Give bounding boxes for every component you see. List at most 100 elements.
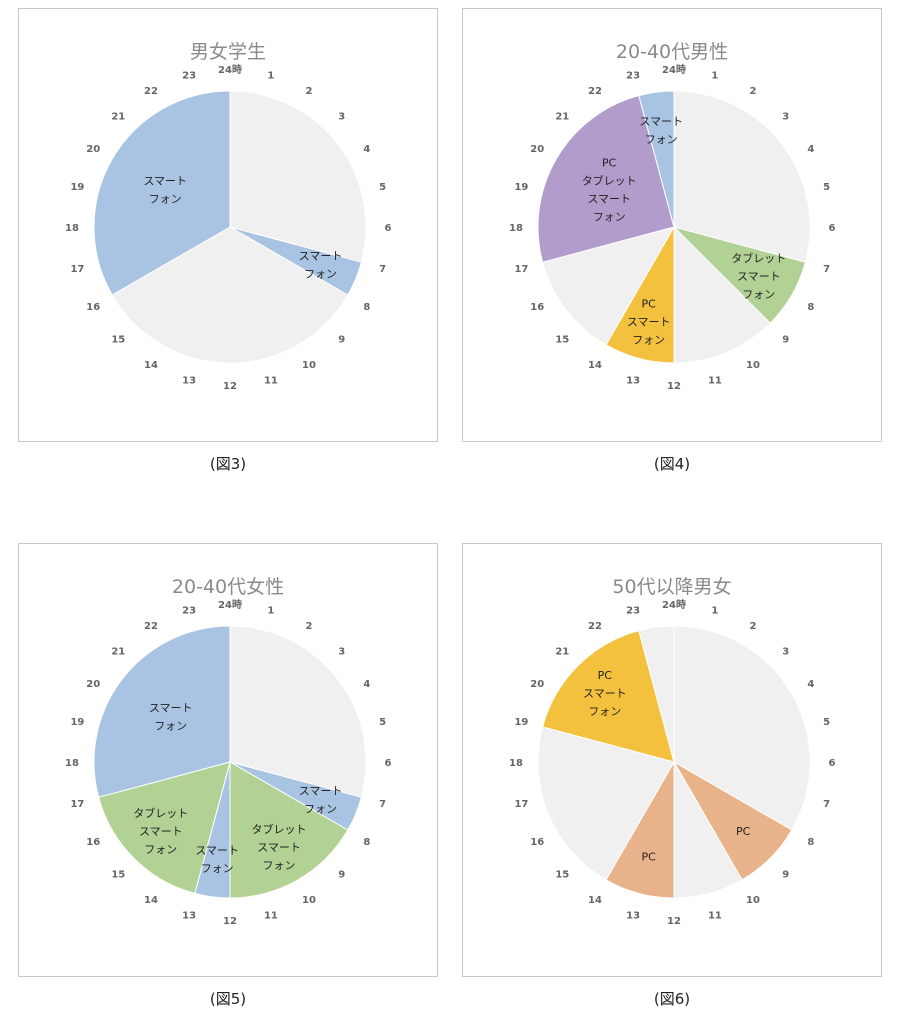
hour-tick-label: 21	[555, 646, 569, 657]
pie-slice	[638, 625, 675, 763]
pie-slice	[93, 625, 231, 798]
hour-tick-label: 19	[70, 717, 84, 728]
slice-label: スマートフォン	[299, 785, 343, 816]
hour-tick-label: 22	[144, 621, 158, 632]
pie-slice	[673, 625, 811, 831]
hour-tick-label: 2	[306, 621, 313, 632]
hour-tick-label: 15	[555, 335, 569, 346]
hour-tick-label: 18	[65, 223, 79, 234]
hour-tick-label: 14	[588, 895, 602, 906]
chart-panel-fig4: 20-40代男性 タブレットスマートフォン PC スマートフォン PC タブレットスマー…	[462, 8, 882, 442]
chart-panel-fig6: 50代以降男女 PC PC PC スマートフォン 24時 1 2 3 4 5 6 7 8 9 10 11 12 1…	[462, 543, 882, 977]
hour-tick-label: 17	[70, 799, 84, 810]
hour-tick-label: 17	[514, 264, 528, 275]
hour-tick-label: 24時	[662, 598, 686, 611]
pie-slice	[537, 95, 675, 263]
hour-tick-label: 23	[626, 70, 640, 81]
hour-tick-label: 9	[338, 870, 345, 881]
hour-tick-label: 1	[711, 70, 718, 81]
hour-tick-label: 19	[70, 182, 84, 193]
figure-caption-fig4: (図4)	[653, 455, 691, 473]
hour-tick-label: 11	[264, 376, 278, 387]
hour-tick-label: 13	[626, 911, 640, 922]
pie-slice	[673, 90, 811, 263]
hour-tick-label: 10	[302, 895, 316, 906]
slice-label: PC タブレットスマートフォン	[582, 157, 637, 224]
slice-label: PC	[642, 851, 657, 864]
hour-tick-label: 10	[746, 360, 760, 371]
pie-slice	[542, 226, 676, 346]
hour-tick-label: 24時	[218, 63, 242, 76]
hour-tick-label: 5	[823, 182, 830, 193]
pie-chart-fig5: スマートフォンタブレットスマートフォンスマートフォンタブレットスマートフォンスマ…	[65, 598, 392, 927]
slice-label: PC スマートフォン	[627, 298, 671, 347]
slice-label: タブレットスマートフォン	[252, 822, 307, 872]
hour-tick-label: 9	[782, 870, 789, 881]
hour-tick-label: 23	[626, 605, 640, 616]
hour-tick-label: 8	[807, 837, 814, 848]
pie-slice	[93, 90, 231, 296]
hour-tick-label: 19	[514, 717, 528, 728]
pie-slice	[229, 761, 349, 899]
hour-tick-label: 8	[363, 837, 370, 848]
figure-caption-fig6: (図6)	[653, 990, 691, 1008]
hour-tick-label: 11	[708, 376, 722, 387]
chart-title: 20-40代男性	[615, 41, 729, 63]
hour-tick-label: 11	[708, 911, 722, 922]
hour-tick-label: 14	[588, 360, 602, 371]
hour-tick-label: 23	[182, 605, 196, 616]
slice-label: スマートフォン	[639, 115, 683, 146]
hour-tick-label: 3	[782, 111, 789, 122]
hour-tick-label: 18	[509, 758, 523, 769]
pie-slice	[673, 225, 771, 364]
hour-tick-label: 6	[829, 758, 836, 769]
hour-tick-label: 2	[306, 86, 313, 97]
hour-tick-label: 14	[144, 895, 158, 906]
hour-tick-label: 5	[379, 182, 386, 193]
hour-tick-label: 4	[363, 679, 370, 690]
hour-tick-label: 14	[144, 360, 158, 371]
slice-label: タブレットスマートフォン	[731, 251, 786, 301]
slice-label: PC スマートフォン	[583, 669, 627, 718]
pie-slice	[638, 90, 675, 228]
hour-tick-label: 5	[823, 717, 830, 728]
hour-tick-label: 16	[530, 837, 544, 848]
hour-tick-label: 23	[182, 70, 196, 81]
hour-tick-label: 3	[338, 111, 345, 122]
hour-tick-label: 12	[667, 916, 681, 927]
hour-tick-label: 22	[588, 621, 602, 632]
hour-tick-label: 13	[182, 911, 196, 922]
hour-tick-label: 1	[267, 605, 274, 616]
chart-title: 50代以降男女	[612, 576, 732, 598]
slice-label: スマートフォン	[149, 702, 193, 733]
hour-tick-label: 12	[667, 381, 681, 392]
hour-tick-label: 6	[385, 758, 392, 769]
hour-tick-label: 9	[338, 335, 345, 346]
hour-tick-label: 4	[807, 144, 814, 155]
figure-caption-fig3: (図3)	[209, 455, 247, 473]
chart-title: 20-40代女性	[171, 576, 285, 598]
pie-slice	[229, 90, 367, 263]
hour-tick-label: 11	[264, 911, 278, 922]
hour-tick-label: 21	[111, 646, 125, 657]
hour-tick-label: 7	[379, 264, 386, 275]
hour-tick-label: 9	[782, 335, 789, 346]
hour-tick-label: 21	[555, 111, 569, 122]
hour-tick-label: 20	[530, 144, 544, 155]
hour-tick-label: 6	[829, 223, 836, 234]
hour-tick-label: 24時	[662, 63, 686, 76]
hour-tick-label: 4	[363, 144, 370, 155]
slice-label: タブレットスマートフォン	[133, 806, 188, 856]
hour-tick-label: 18	[509, 223, 523, 234]
hour-tick-label: 15	[111, 870, 125, 881]
slice-label: スマートフォン	[195, 844, 239, 875]
hour-tick-label: 13	[626, 376, 640, 387]
hour-tick-label: 12	[223, 916, 237, 927]
hour-tick-label: 24時	[218, 598, 242, 611]
hour-tick-label: 16	[530, 302, 544, 313]
hour-tick-label: 6	[385, 223, 392, 234]
slice-label: PC	[736, 825, 751, 838]
hour-tick-label: 22	[588, 86, 602, 97]
